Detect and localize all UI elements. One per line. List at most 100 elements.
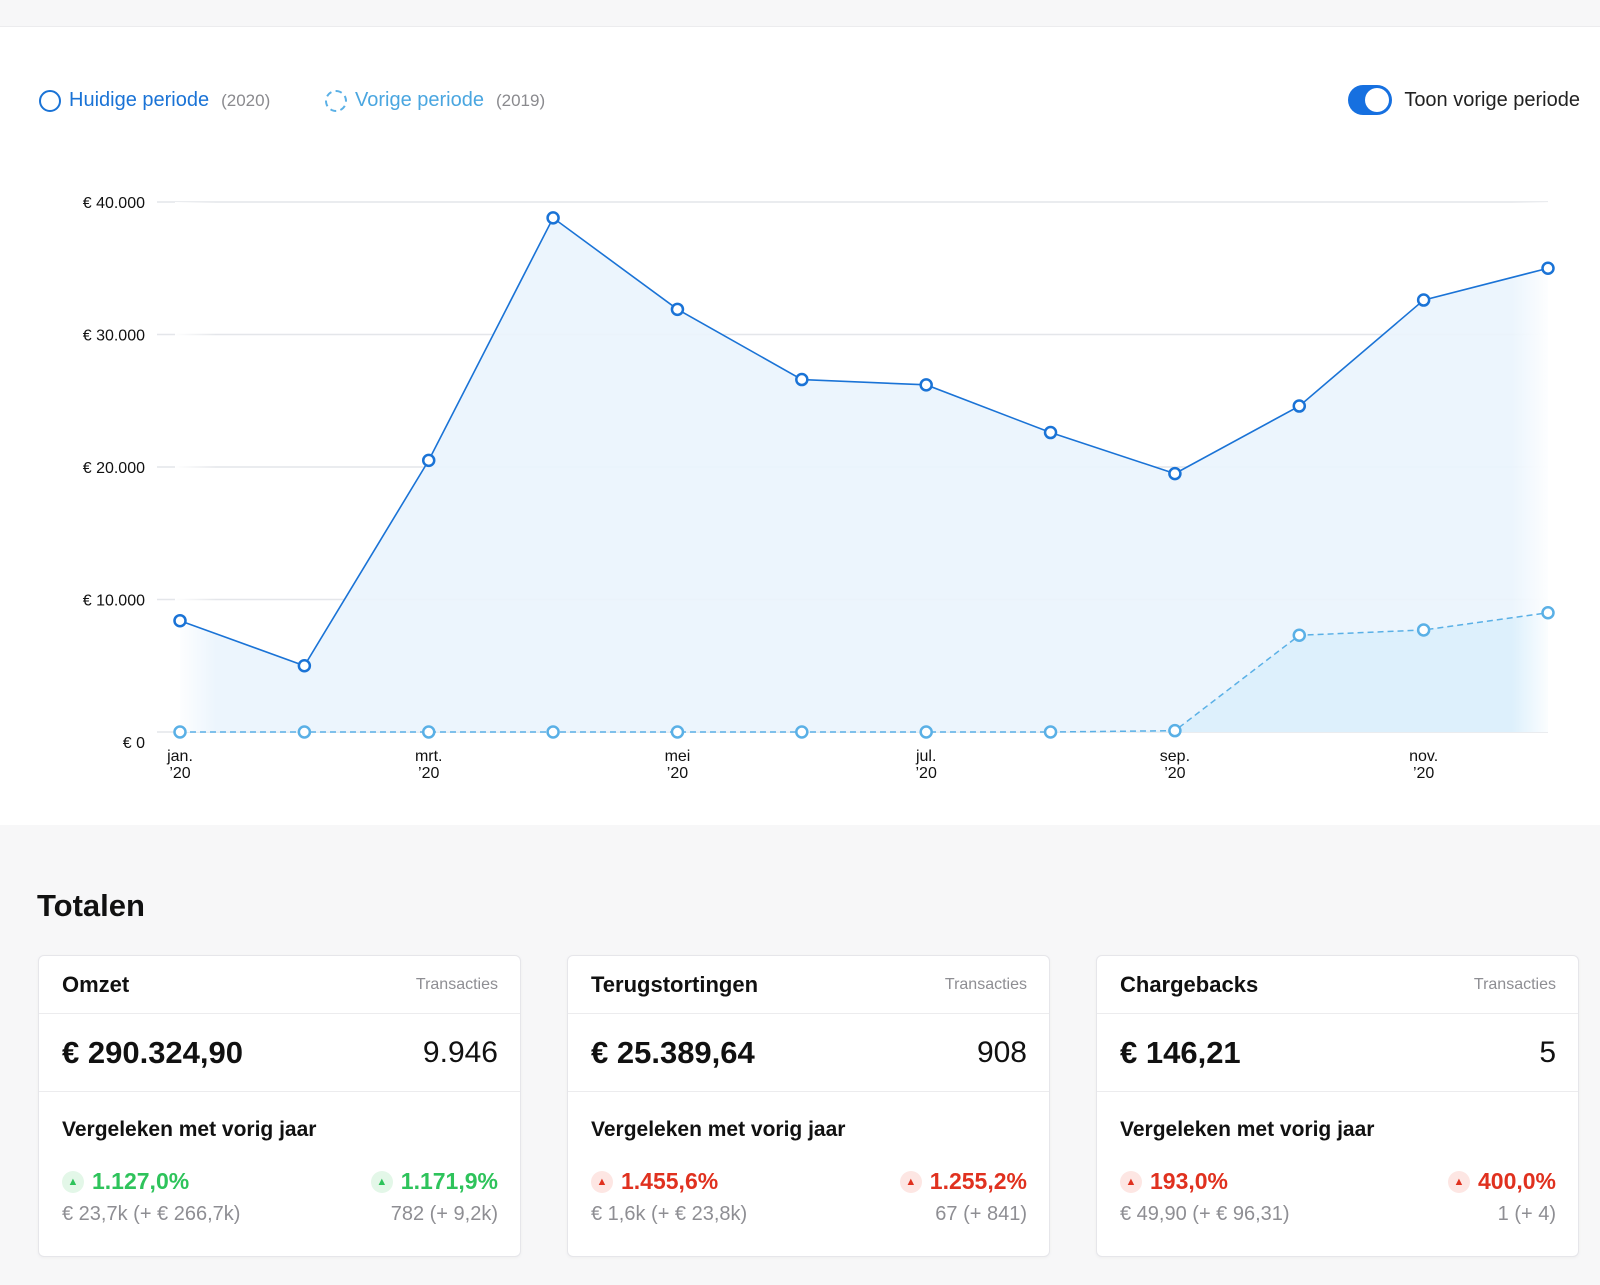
- revenue-line-chart: € 0€ 10.000€ 20.000€ 30.000€ 40.000jan.’…: [83, 195, 1555, 782]
- current-period-point: [1292, 399, 1307, 413]
- previous-period-point: [297, 725, 312, 739]
- compare-title: Vergeleken met vorig jaar: [1120, 1118, 1375, 1141]
- card-chargebacks: Chargebacks Transacties € 146,21 5 Verge…: [1096, 955, 1579, 1257]
- show-previous-label: Toon vorige periode: [1404, 88, 1580, 111]
- previous-period-point: [1168, 723, 1182, 738]
- detail-left: € 23,7k (+ € 266,7k): [62, 1203, 241, 1225]
- previous-period-point: [546, 725, 560, 739]
- arrow-up-icon: ▲: [591, 1170, 613, 1193]
- x-tick-label-year: ’20: [667, 765, 688, 782]
- previous-period-point: [1541, 606, 1555, 620]
- x-tick-label: mei: [665, 748, 691, 765]
- legend-current-year: (2020): [221, 90, 271, 110]
- pct-right: ▲ 1.255,2%: [899, 1168, 1027, 1195]
- x-tick-label: jul.: [915, 748, 936, 765]
- card-count: 5: [1539, 1035, 1556, 1069]
- compare-title: Vergeleken met vorig jaar: [62, 1118, 317, 1141]
- area-edge-fade: [175, 202, 1553, 732]
- arrow-up-icon: ▲: [370, 1170, 393, 1193]
- pct-left-value: 1.455,6%: [621, 1168, 719, 1194]
- show-previous-toggle-group: Toon vorige periode: [1348, 85, 1580, 115]
- card-subtitle: Transacties: [415, 975, 498, 993]
- pct-right: ▲ 400,0%: [1447, 1168, 1556, 1195]
- arrow-up-icon: ▲: [1120, 1170, 1142, 1193]
- legend-previous-label: Vorige periode: [355, 89, 484, 111]
- legend-current-marker-icon: [39, 89, 61, 112]
- x-tick-label-year: ’20: [169, 765, 190, 782]
- previous-period-point: [1043, 725, 1058, 739]
- current-period-point: [670, 302, 685, 317]
- totals-title: Totalen: [37, 888, 145, 923]
- x-tick-label-year: ’20: [418, 765, 439, 782]
- card-count: 9.946: [422, 1035, 498, 1069]
- card-amount: € 25.389,64: [591, 1034, 755, 1070]
- previous-period-point: [795, 725, 809, 739]
- card-amount: € 146,21: [1120, 1034, 1241, 1070]
- arrow-up-icon: ▲: [1447, 1170, 1470, 1193]
- current-period-point: [919, 378, 933, 392]
- previous-period-point: [1416, 623, 1431, 637]
- card-amount: € 290.324,90: [62, 1034, 244, 1070]
- card-title: Omzet: [62, 971, 130, 997]
- detail-right: 782 (+ 9,2k): [390, 1203, 498, 1225]
- detail-left: € 49,90 (+ € 96,31): [1120, 1203, 1290, 1225]
- show-previous-toggle[interactable]: [1348, 85, 1393, 115]
- current-period-point: [1043, 425, 1058, 440]
- current-period-line: [179, 216, 1549, 667]
- detail-right: 67 (+ 841): [935, 1203, 1027, 1225]
- previous-period-point: [670, 725, 685, 739]
- detail-right: 1 (+ 4): [1497, 1203, 1556, 1225]
- pct-left: ▲ 1.455,6%: [591, 1168, 718, 1195]
- legend-previous-year: (2019): [495, 90, 546, 110]
- previous-period-point: [173, 725, 187, 739]
- card-title: Chargebacks: [1120, 971, 1259, 997]
- legend-current-label: Huidige periode: [69, 89, 210, 111]
- card-subtitle: Transacties: [944, 975, 1027, 993]
- toggle-knob: [1365, 88, 1390, 112]
- current-period-point: [297, 659, 312, 673]
- pct-right-value: 1.255,2%: [929, 1168, 1027, 1194]
- x-tick-label: nov.: [1409, 748, 1438, 765]
- card-terugstortingen: Terugstortingen Transacties € 25.389,64 …: [567, 955, 1050, 1257]
- arrow-up-icon: ▲: [62, 1170, 84, 1193]
- x-tick-label-year: ’20: [916, 765, 937, 782]
- detail-left: € 1,6k (+ € 23,8k): [591, 1203, 748, 1225]
- y-tick-label: € 20.000: [83, 460, 145, 477]
- current-period-point: [546, 211, 560, 225]
- x-tick-label-year: ’20: [1164, 765, 1185, 782]
- current-period-point: [1168, 466, 1182, 481]
- pct-right-value: 1.171,9%: [400, 1168, 498, 1194]
- x-tick-label: sep.: [1160, 748, 1190, 765]
- card-omzet: Omzet Transacties € 290.324,90 9.946 Ver…: [38, 955, 521, 1257]
- current-period-point: [1541, 261, 1555, 275]
- pct-right: ▲ 1.171,9%: [370, 1168, 498, 1195]
- y-tick-label: € 0: [123, 735, 145, 752]
- previous-period-point: [919, 725, 933, 739]
- pct-left-value: 1.127,0%: [92, 1168, 190, 1194]
- x-tick-label: mrt.: [415, 748, 443, 765]
- x-tick-label: jan.: [166, 748, 193, 765]
- y-tick-label: € 30.000: [83, 328, 145, 345]
- current-period-point: [1416, 293, 1431, 307]
- card-count: 908: [976, 1035, 1027, 1069]
- legend-previous-period[interactable]: Vorige periode (2019): [325, 89, 545, 112]
- x-tick-label-year: ’20: [1413, 765, 1434, 782]
- current-period-point: [421, 453, 436, 468]
- chart-panel: Huidige periode (2020) Vorige periode (2…: [0, 27, 1600, 825]
- card-subtitle: Transacties: [1473, 975, 1556, 993]
- current-period-point: [795, 372, 809, 387]
- pct-left-value: 193,0%: [1150, 1168, 1229, 1194]
- arrow-up-icon: ▲: [899, 1170, 922, 1193]
- current-period-point: [173, 613, 187, 628]
- pct-right-value: 400,0%: [1477, 1168, 1556, 1194]
- y-tick-label: € 10.000: [83, 593, 145, 610]
- top-bar: [0, 0, 1600, 27]
- y-tick-label: € 40.000: [83, 195, 145, 212]
- previous-period-point: [421, 725, 436, 739]
- legend-previous-marker-icon: [325, 89, 347, 112]
- card-title: Terugstortingen: [591, 971, 759, 997]
- pct-left: ▲ 1.127,0%: [62, 1168, 189, 1195]
- previous-period-line: [180, 612, 1549, 733]
- legend-current-period[interactable]: Huidige periode (2020): [39, 89, 270, 112]
- pct-left: ▲ 193,0%: [1120, 1168, 1228, 1195]
